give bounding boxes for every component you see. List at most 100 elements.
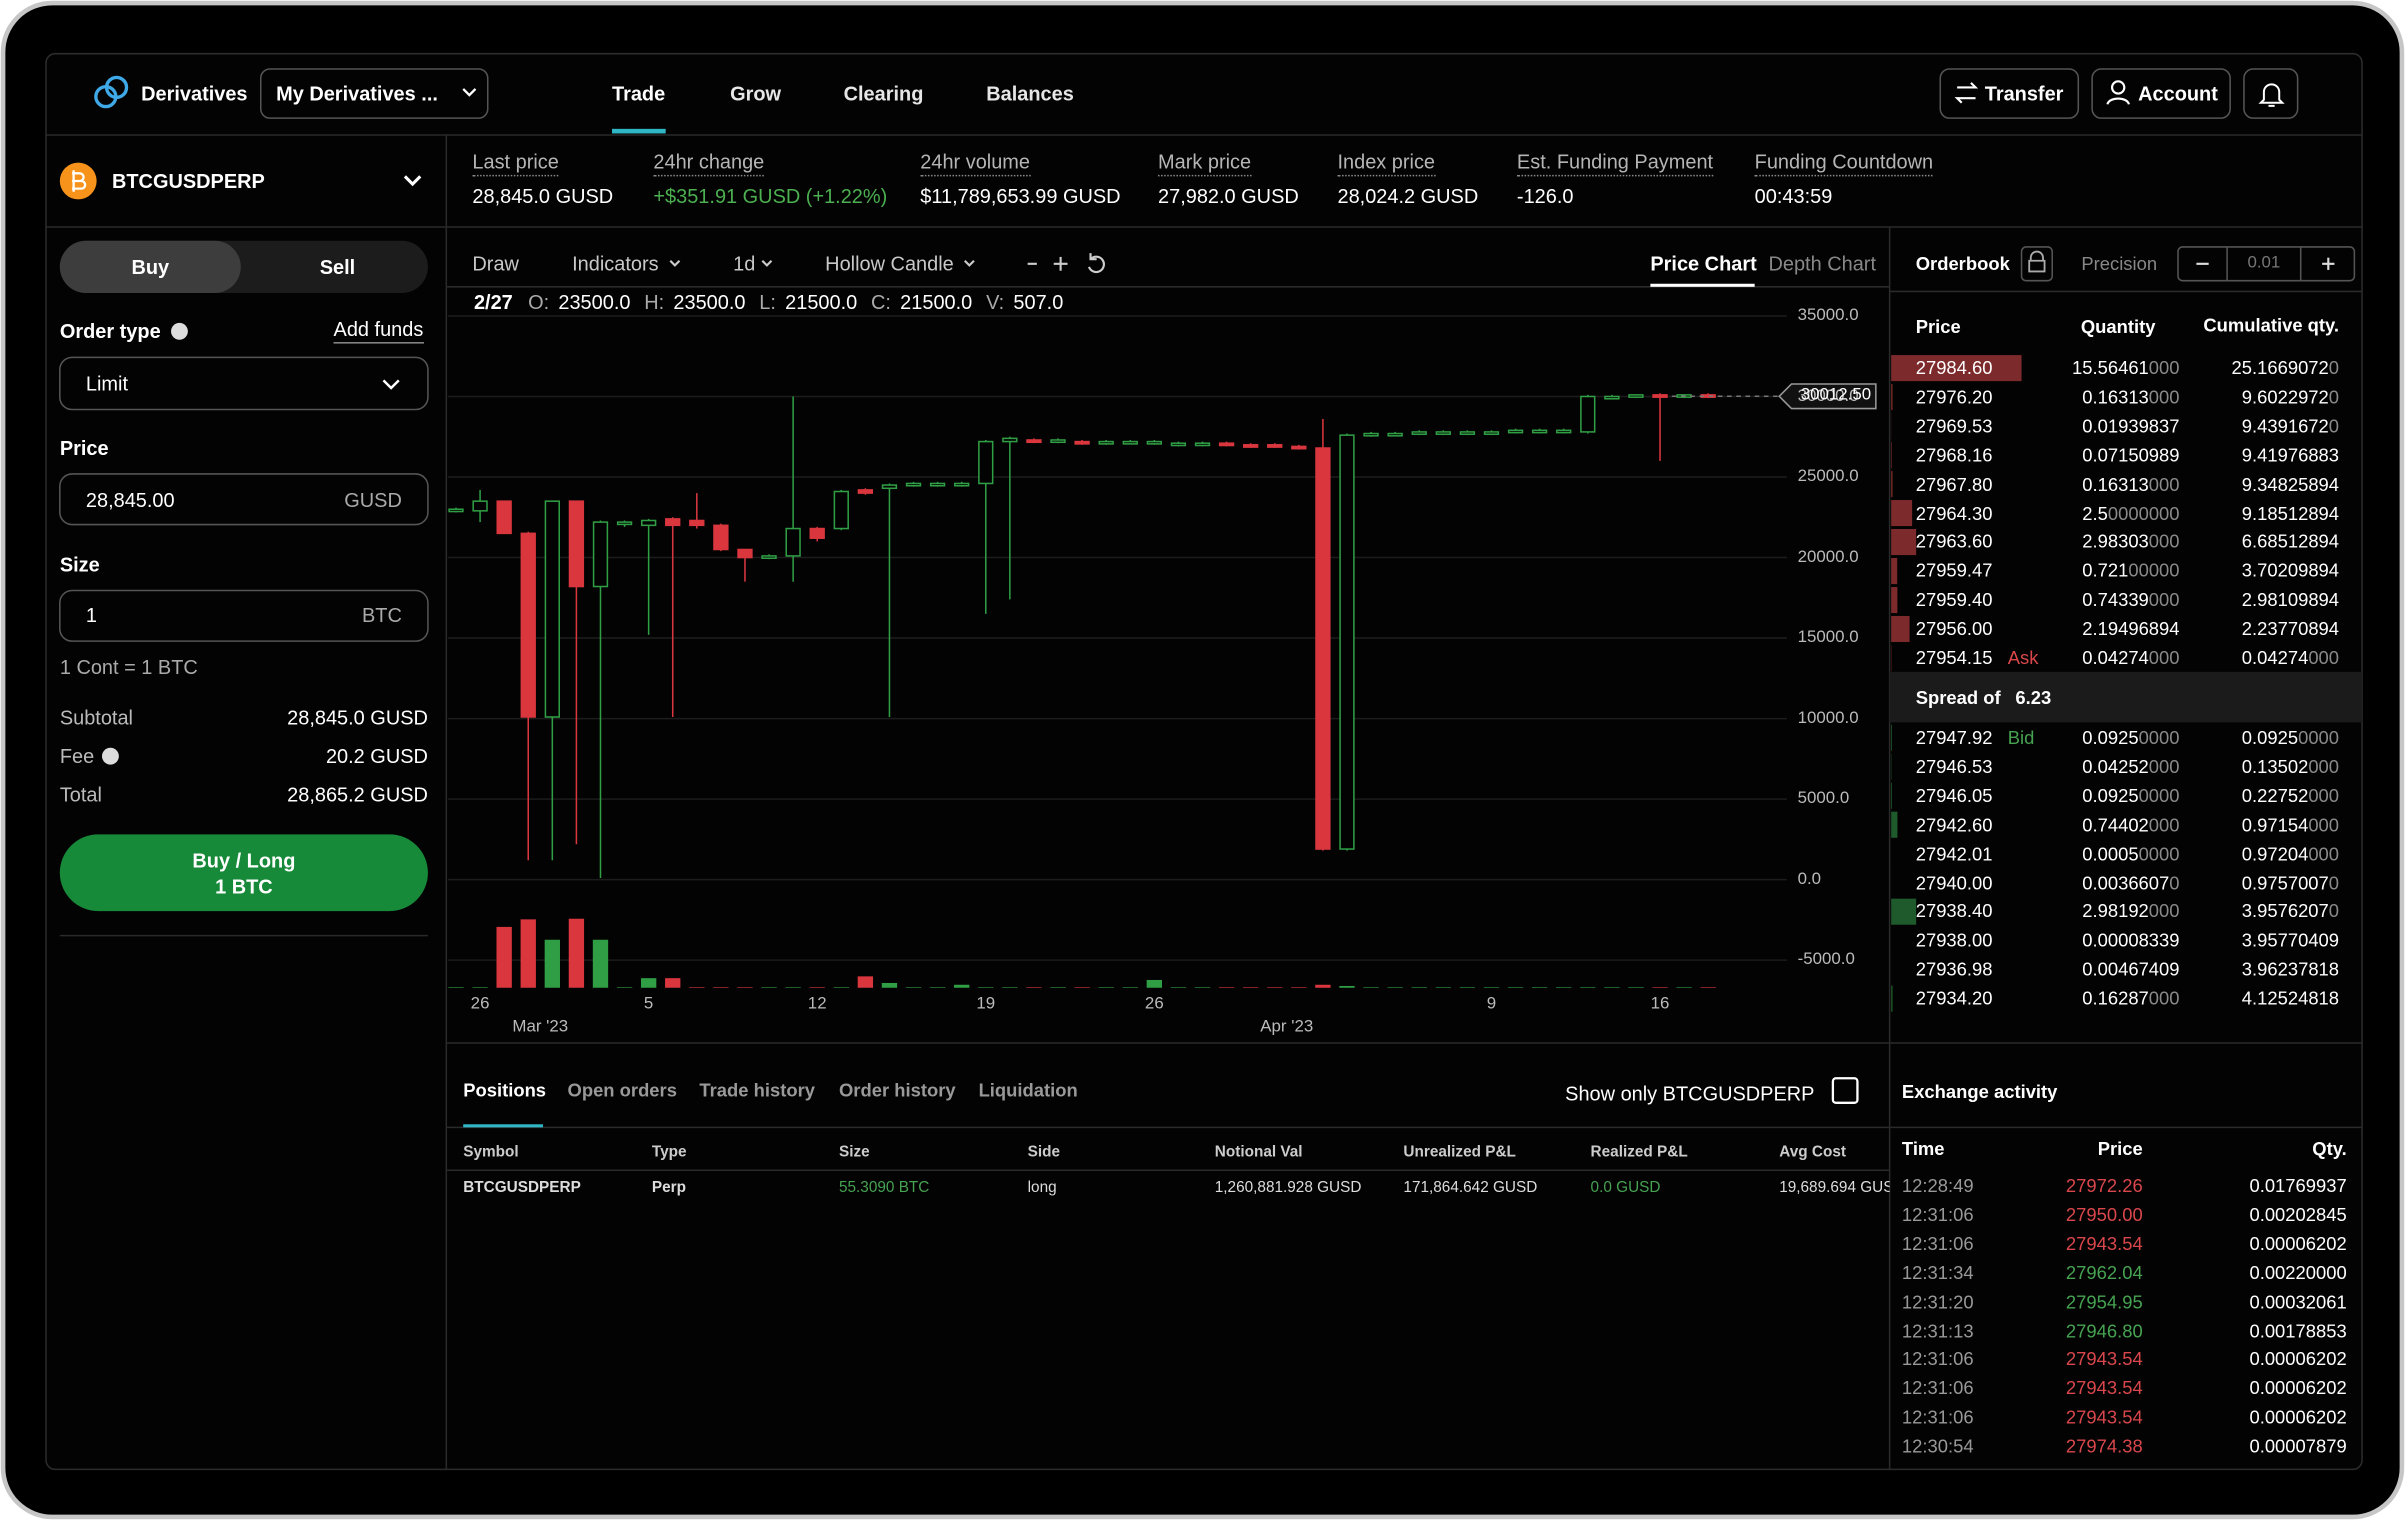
view-active-underline (1650, 283, 1755, 287)
trailing-zeros: 000 (2148, 647, 2180, 669)
trade-qty: 0.00006202 (2249, 1232, 2347, 1255)
ohlc-text: H: (644, 290, 665, 314)
tab[interactable]: Liquidation (978, 1079, 1078, 1102)
volume-bar (592, 939, 609, 988)
trade-price: 27943.54 (2065, 1377, 2143, 1400)
transfer[interactable]: Transfer (1984, 82, 2064, 106)
volume-bar (544, 939, 560, 988)
candle-body (665, 518, 681, 527)
precision-buttons[interactable] (2196, 257, 2335, 270)
book-cumulative: 0.04274000 (2241, 647, 2340, 669)
candle-body (448, 508, 464, 513)
book-qty: 0.00467409 (2082, 958, 2180, 981)
add-funds[interactable]: Add funds (333, 319, 424, 344)
candle-body (1026, 439, 1042, 444)
size-input[interactable] (59, 589, 429, 642)
depth-bar (1891, 615, 1910, 643)
book-cumulative: 0.09250000 (2241, 727, 2340, 749)
book-qty: 2.98303000 (2082, 531, 2180, 553)
ohlc-text: L: (759, 290, 776, 314)
chevron (382, 379, 400, 390)
filter-label[interactable]: Show only BTCGUSDPERP (1565, 1082, 1815, 1106)
tab[interactable]: Open orders (567, 1079, 677, 1102)
candle-body (785, 527, 801, 557)
help-icon[interactable] (101, 747, 119, 765)
depth-bar (1891, 442, 1892, 469)
candle-body (1459, 431, 1476, 435)
volume-bar (1652, 987, 1668, 988)
y-tick-label: 20000.0 (1797, 547, 1859, 566)
volume-bar (1291, 987, 1307, 988)
trailing-zeros: 000 (2148, 531, 2180, 553)
account-dropdown[interactable] (259, 68, 489, 119)
nav-item[interactable]: Clearing (843, 82, 924, 106)
filter-checkbox[interactable] (1831, 1077, 1859, 1104)
book-cumulative: 6.68512894 (2241, 531, 2340, 553)
submit-label[interactable]: Buy / Long (192, 848, 296, 872)
tab[interactable]: Positions (463, 1079, 547, 1102)
order-type-select[interactable] (59, 356, 429, 411)
trade-qty: 0.00006202 (2249, 1406, 2347, 1429)
account-menu[interactable]: My Derivatives ... (276, 82, 438, 106)
volume-bar (1531, 987, 1548, 988)
volume-bar (640, 978, 657, 988)
buy-tab[interactable]: Buy (131, 255, 170, 279)
input-value: 1 (85, 603, 97, 627)
nav-item[interactable]: Grow (730, 82, 782, 106)
x-tick-label: 16 (1650, 994, 1670, 1014)
transfer-button[interactable] (1939, 68, 2080, 119)
sell-tab[interactable]: Sell (319, 255, 356, 279)
depth-bar (1891, 557, 1898, 585)
volume-bar (689, 987, 705, 988)
volume-bar (1411, 987, 1427, 988)
volume-bar (1050, 987, 1066, 988)
nav-item[interactable]: Trade (611, 82, 666, 106)
book-qty: 0.72100000 (2082, 560, 2180, 582)
trade-qty: 0.01769937 (2249, 1174, 2347, 1197)
book-price: 27946.53 (1915, 755, 1993, 778)
account-button[interactable] (2091, 68, 2231, 119)
book-cumulative: 9.34825894 (2241, 473, 2340, 495)
cell: 0.0 GUSD (1590, 1179, 1661, 1197)
candle-body (833, 490, 849, 530)
unit: BTC (361, 603, 402, 627)
trade-time: 12:31:20 (1901, 1290, 1974, 1313)
chevron (462, 88, 477, 97)
nav-item[interactable]: Balances (986, 82, 1074, 106)
submit-label[interactable]: 1 BTC (215, 875, 273, 899)
symbol[interactable]: BTCGUSDPERP (111, 169, 265, 193)
depth-bar (1891, 471, 1893, 498)
price-input[interactable] (59, 473, 429, 526)
stat-value: 27,982.0 GUSD (1158, 184, 1299, 208)
trailing-zeros: 000 (2308, 755, 2340, 778)
book-cumulative: 9.18512894 (2241, 502, 2340, 524)
chart-tool[interactable]: Draw (472, 252, 519, 276)
chart-tool[interactable]: Hollow Candle (825, 252, 954, 276)
candle-body (1218, 442, 1235, 447)
help-icon[interactable] (171, 322, 188, 340)
book-price: 27963.60 (1915, 531, 1993, 553)
notifications-button[interactable] (2243, 68, 2299, 119)
trailing-zeros: 0000000 (2107, 502, 2180, 524)
tab[interactable]: Trade history (699, 1079, 815, 1102)
lock-button[interactable] (2020, 246, 2053, 282)
trade-qty: 0.00202845 (2249, 1203, 2347, 1226)
view-tab[interactable]: Depth Chart (1768, 252, 1876, 276)
account[interactable]: Account (2138, 82, 2218, 106)
symbol-chevron[interactable] (403, 175, 422, 187)
trailing-zeros: 000 (2148, 386, 2180, 408)
chart-tool[interactable]: Indicators (572, 252, 659, 276)
volume-bar (1098, 987, 1114, 988)
column-header: Quantity (2080, 315, 2156, 338)
column-header: Realized P&L (1590, 1144, 1688, 1162)
candle-body (1242, 444, 1259, 448)
tab[interactable]: Order history (838, 1079, 956, 1102)
submit-button[interactable] (59, 834, 428, 912)
view-tab[interactable]: Price Chart (1650, 252, 1757, 276)
volume-bar (1363, 987, 1379, 988)
summary-value: 28,865.2 GUSD (287, 783, 428, 807)
chart-tool[interactable]: 1d (733, 252, 756, 276)
stat-label: Last price (472, 152, 559, 177)
buy-active[interactable] (59, 240, 241, 293)
